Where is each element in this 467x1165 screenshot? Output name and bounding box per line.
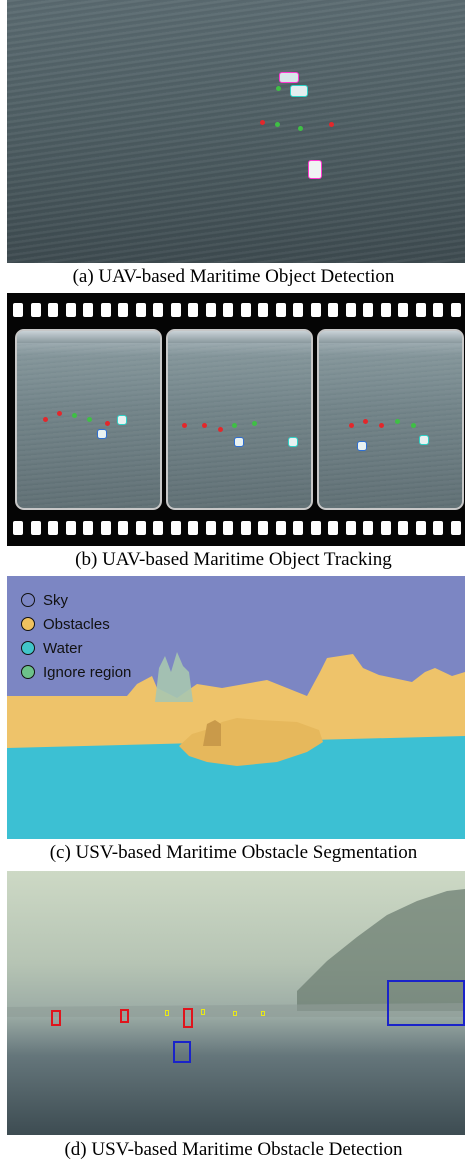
caption-b: (b) UAV-based Maritime Object Tracking xyxy=(75,549,392,570)
sprocket-hole xyxy=(223,521,233,535)
sprocket-hole xyxy=(188,303,198,317)
caption-a: (a) UAV-based Maritime Object Detection xyxy=(72,266,395,287)
sprocket-hole xyxy=(328,303,338,317)
obstacle-box xyxy=(173,1041,191,1063)
sprocket-hole xyxy=(310,303,321,317)
film-frame-2 xyxy=(166,329,313,510)
sprocket-hole xyxy=(345,303,356,317)
sprocket-hole xyxy=(363,303,373,317)
sprocket-hole xyxy=(48,303,58,317)
sprocket-hole xyxy=(275,303,286,317)
legend-item-water: Water xyxy=(21,638,82,658)
usv-segmentation-image: Sky Obstacles Water Ignore region xyxy=(7,576,465,839)
sprocket-hole xyxy=(415,521,426,535)
sprocket-hole xyxy=(433,521,443,535)
sprocket-hole xyxy=(118,303,128,317)
legend-label: Ignore region xyxy=(43,663,132,681)
sprocket-hole xyxy=(30,521,41,535)
sprocket-hole xyxy=(380,521,391,535)
sprocket-hole xyxy=(188,521,198,535)
caption-d: (d) USV-based Maritime Obstacle Detectio… xyxy=(64,1139,403,1160)
swimmer-marker xyxy=(275,122,280,127)
sprocket-hole xyxy=(83,303,93,317)
sprocket-hole xyxy=(398,303,408,317)
sprocket-hole xyxy=(83,521,93,535)
legend-swatch xyxy=(21,593,35,607)
segmentation-masks xyxy=(7,652,465,839)
legend-item-obstacles: Obstacles xyxy=(21,614,110,634)
sprocket-hole xyxy=(135,303,146,317)
small-detection-box xyxy=(165,1010,169,1016)
legend-item-sky: Sky xyxy=(21,590,68,610)
boat-marker xyxy=(308,160,322,179)
legend-label: Sky xyxy=(43,591,69,609)
film-frame-1 xyxy=(15,329,162,510)
sprocket-hole xyxy=(48,521,58,535)
legend-swatch xyxy=(21,641,35,655)
legend-item-ignore-region: Ignore region xyxy=(21,662,131,682)
sprocket-hole xyxy=(13,521,23,535)
swimmer-marker xyxy=(260,120,265,125)
sprocket-hole xyxy=(450,521,461,535)
boat-marker xyxy=(290,85,308,97)
sprocket-hole xyxy=(170,303,181,317)
sprocket-hole xyxy=(380,303,391,317)
sprocket-hole xyxy=(118,521,128,535)
sprocket-hole xyxy=(275,521,286,535)
sprocket-hole xyxy=(153,521,163,535)
usv-detection-image xyxy=(7,871,465,1135)
swimmer-marker xyxy=(298,126,303,131)
film-frame-3 xyxy=(317,329,464,510)
uav-detection-image xyxy=(7,0,465,263)
sprocket-hole xyxy=(293,521,303,535)
detection-box xyxy=(120,1009,129,1023)
sprocket-hole xyxy=(170,521,181,535)
small-detection-box xyxy=(201,1009,205,1015)
uav-tracking-filmstrip xyxy=(7,293,465,546)
swimmer-marker xyxy=(276,86,281,91)
sprocket-hole xyxy=(135,521,146,535)
obstacle-box xyxy=(387,980,465,1026)
detection-box xyxy=(183,1008,193,1028)
sprocket-hole xyxy=(415,303,426,317)
sprocket-hole xyxy=(240,521,251,535)
swimmer-marker xyxy=(329,122,334,127)
sprocket-hole xyxy=(293,303,303,317)
sprocket-hole xyxy=(363,521,373,535)
legend-label: Obstacles xyxy=(43,615,110,633)
caption-c: (c) USV-based Maritime Obstacle Segmenta… xyxy=(49,842,418,863)
detection-box xyxy=(51,1010,61,1026)
sprocket-hole xyxy=(450,303,461,317)
legend-label: Water xyxy=(43,639,83,657)
sprocket-hole xyxy=(328,521,338,535)
sprocket-hole xyxy=(13,303,23,317)
sprocket-hole xyxy=(433,303,443,317)
sprocket-hole xyxy=(65,521,76,535)
sprocket-hole xyxy=(258,303,268,317)
sprocket-hole xyxy=(310,521,321,535)
sprocket-hole xyxy=(345,521,356,535)
legend-swatch xyxy=(21,665,35,679)
sprocket-hole xyxy=(100,303,111,317)
sprocket-hole xyxy=(205,303,216,317)
small-detection-box xyxy=(233,1011,237,1016)
sprocket-hole xyxy=(258,521,268,535)
sprocket-hole xyxy=(65,303,76,317)
sprocket-hole xyxy=(398,521,408,535)
sprocket-hole xyxy=(30,303,41,317)
legend-swatch xyxy=(21,617,35,631)
sprocket-hole xyxy=(223,303,233,317)
boat-marker xyxy=(279,72,299,83)
sprocket-hole xyxy=(240,303,251,317)
sprocket-hole xyxy=(153,303,163,317)
sprocket-hole xyxy=(205,521,216,535)
small-detection-box xyxy=(261,1011,265,1016)
sprocket-hole xyxy=(100,521,111,535)
